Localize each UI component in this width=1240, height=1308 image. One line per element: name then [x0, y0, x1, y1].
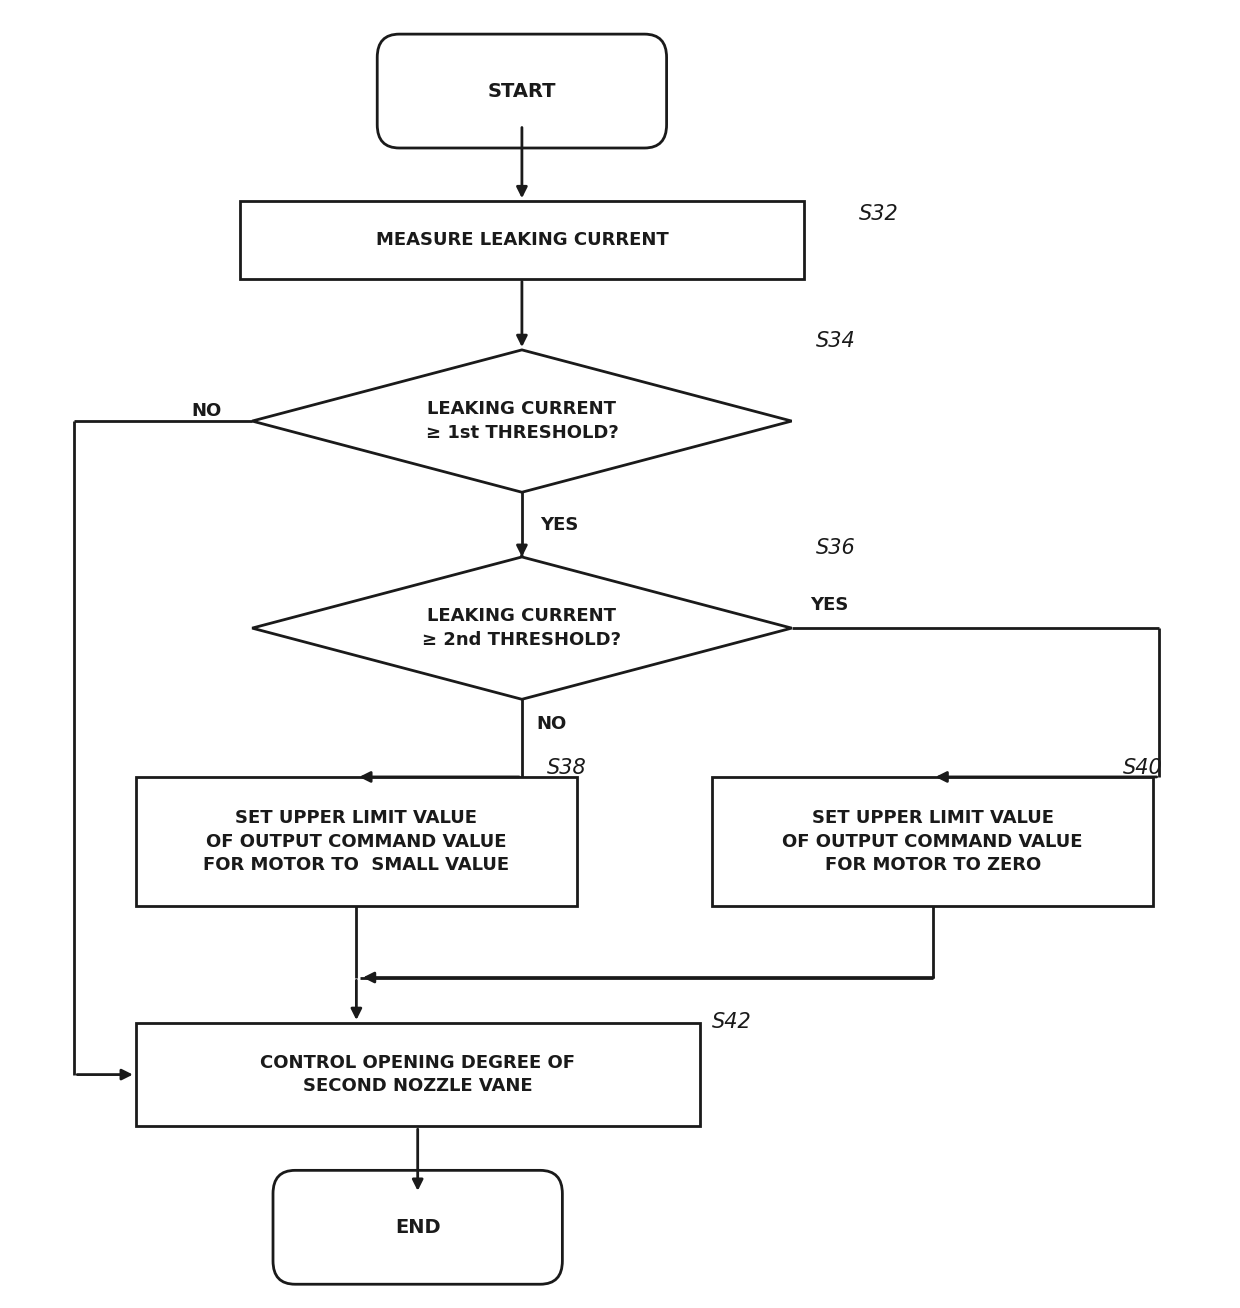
Text: LEAKING CURRENT
≥ 2nd THRESHOLD?: LEAKING CURRENT ≥ 2nd THRESHOLD?	[423, 607, 621, 649]
Text: YES: YES	[541, 515, 579, 534]
Text: START: START	[487, 81, 557, 101]
FancyBboxPatch shape	[377, 34, 667, 148]
Text: S34: S34	[816, 331, 856, 351]
FancyBboxPatch shape	[273, 1171, 563, 1284]
Polygon shape	[252, 349, 791, 492]
Text: YES: YES	[810, 596, 848, 613]
Bar	[135, 777, 577, 906]
Text: END: END	[394, 1218, 440, 1237]
Text: S40: S40	[1122, 757, 1162, 778]
Text: SET UPPER LIMIT VALUE
OF OUTPUT COMMAND VALUE
FOR MOTOR TO ZERO: SET UPPER LIMIT VALUE OF OUTPUT COMMAND …	[782, 810, 1083, 874]
Polygon shape	[252, 557, 791, 700]
Text: S36: S36	[816, 538, 856, 559]
Text: S38: S38	[547, 757, 587, 778]
Bar	[239, 201, 804, 279]
Text: S42: S42	[712, 1011, 751, 1032]
Text: NO: NO	[191, 402, 222, 420]
Text: MEASURE LEAKING CURRENT: MEASURE LEAKING CURRENT	[376, 232, 668, 249]
Bar	[712, 777, 1153, 906]
Text: SET UPPER LIMIT VALUE
OF OUTPUT COMMAND VALUE
FOR MOTOR TO  SMALL VALUE: SET UPPER LIMIT VALUE OF OUTPUT COMMAND …	[203, 810, 510, 874]
Bar	[135, 1023, 699, 1126]
Text: NO: NO	[537, 715, 567, 732]
Text: S32: S32	[859, 204, 899, 224]
Text: CONTROL OPENING DEGREE OF
SECOND NOZZLE VANE: CONTROL OPENING DEGREE OF SECOND NOZZLE …	[260, 1054, 575, 1095]
Text: LEAKING CURRENT
≥ 1st THRESHOLD?: LEAKING CURRENT ≥ 1st THRESHOLD?	[425, 400, 619, 442]
